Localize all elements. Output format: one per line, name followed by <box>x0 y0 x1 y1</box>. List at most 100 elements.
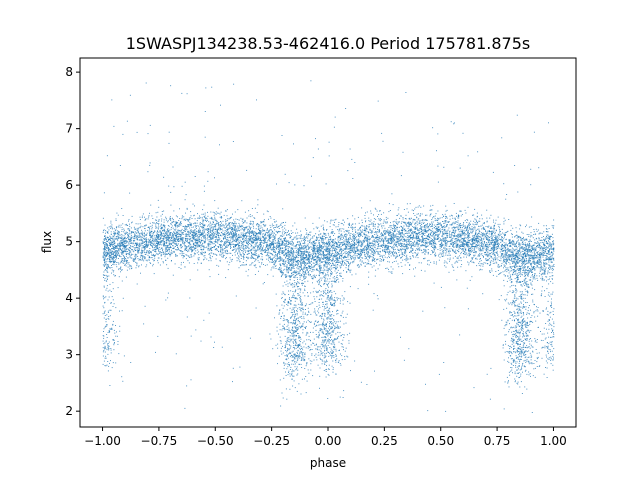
data-point <box>460 246 462 247</box>
data-point <box>397 242 399 244</box>
data-point <box>340 242 342 243</box>
data-point <box>147 250 148 252</box>
data-point <box>443 232 445 234</box>
data-point <box>183 243 185 245</box>
data-point <box>524 252 526 254</box>
data-point <box>384 233 386 235</box>
data-point <box>261 256 263 258</box>
data-point <box>422 251 424 253</box>
data-point <box>124 246 126 248</box>
data-point <box>457 243 459 245</box>
data-point <box>250 238 252 240</box>
data-point <box>316 262 318 264</box>
data-point <box>505 253 507 255</box>
data-point <box>469 237 471 238</box>
data-point <box>121 269 123 271</box>
data-point <box>254 249 256 251</box>
data-point <box>402 233 404 235</box>
data-point <box>391 273 393 274</box>
data-point <box>272 257 274 259</box>
data-point <box>343 244 345 246</box>
data-point <box>156 219 157 221</box>
data-point <box>475 246 477 247</box>
data-point <box>445 240 447 241</box>
data-point <box>461 244 463 246</box>
data-point <box>230 244 232 246</box>
data-point <box>512 254 514 256</box>
data-point <box>443 239 445 241</box>
data-point <box>227 218 229 220</box>
data-point <box>265 236 267 238</box>
data-point <box>411 209 413 211</box>
data-point <box>225 235 227 237</box>
data-point <box>220 244 222 246</box>
data-point <box>235 238 237 240</box>
data-point <box>525 226 526 228</box>
data-point <box>131 231 133 232</box>
data-point <box>537 258 539 260</box>
data-point <box>183 252 185 254</box>
data-point <box>288 233 290 235</box>
data-point <box>298 253 300 255</box>
data-point <box>524 242 526 244</box>
data-point <box>231 241 233 243</box>
data-point <box>539 239 541 241</box>
data-point <box>348 230 350 231</box>
data-point <box>184 249 186 251</box>
data-point <box>274 227 276 228</box>
data-point <box>148 250 150 252</box>
data-point <box>552 248 554 250</box>
data-point <box>219 246 221 248</box>
data-point <box>283 244 285 246</box>
data-point <box>372 256 374 258</box>
data-point <box>361 261 363 263</box>
data-point <box>281 270 283 272</box>
data-point <box>153 255 155 257</box>
data-point <box>358 251 360 253</box>
data-point <box>288 250 289 252</box>
data-point <box>366 239 368 241</box>
data-point <box>312 257 314 259</box>
data-point <box>119 247 121 249</box>
data-point <box>369 263 371 265</box>
data-point <box>239 239 241 241</box>
data-point <box>319 277 321 279</box>
data-point <box>475 244 477 246</box>
data-point <box>370 250 372 251</box>
data-point <box>319 249 321 251</box>
data-point <box>219 227 221 229</box>
data-point <box>549 236 551 238</box>
data-point <box>369 255 371 257</box>
data-point <box>368 256 370 258</box>
data-point <box>378 251 380 253</box>
data-point <box>481 238 483 239</box>
data-point <box>155 224 157 226</box>
data-point <box>280 247 282 249</box>
data-point <box>464 230 466 232</box>
data-point <box>274 234 276 236</box>
data-point <box>517 251 519 253</box>
data-point <box>276 256 278 257</box>
data-point <box>203 229 205 231</box>
data-point <box>139 258 141 260</box>
data-point <box>262 228 264 230</box>
data-point <box>521 263 523 264</box>
data-point <box>368 226 370 228</box>
data-point <box>184 249 186 251</box>
data-point <box>306 236 307 238</box>
data-point <box>187 260 189 262</box>
data-point <box>537 247 539 248</box>
data-point <box>139 236 141 238</box>
data-point <box>136 265 138 267</box>
data-point <box>465 227 467 229</box>
data-point <box>237 228 239 230</box>
data-point <box>432 230 434 232</box>
data-point <box>402 273 404 275</box>
data-point <box>357 232 359 234</box>
data-point <box>290 230 292 232</box>
data-point <box>527 254 529 255</box>
data-point <box>222 223 224 225</box>
data-point <box>302 239 304 241</box>
data-point <box>252 262 254 264</box>
